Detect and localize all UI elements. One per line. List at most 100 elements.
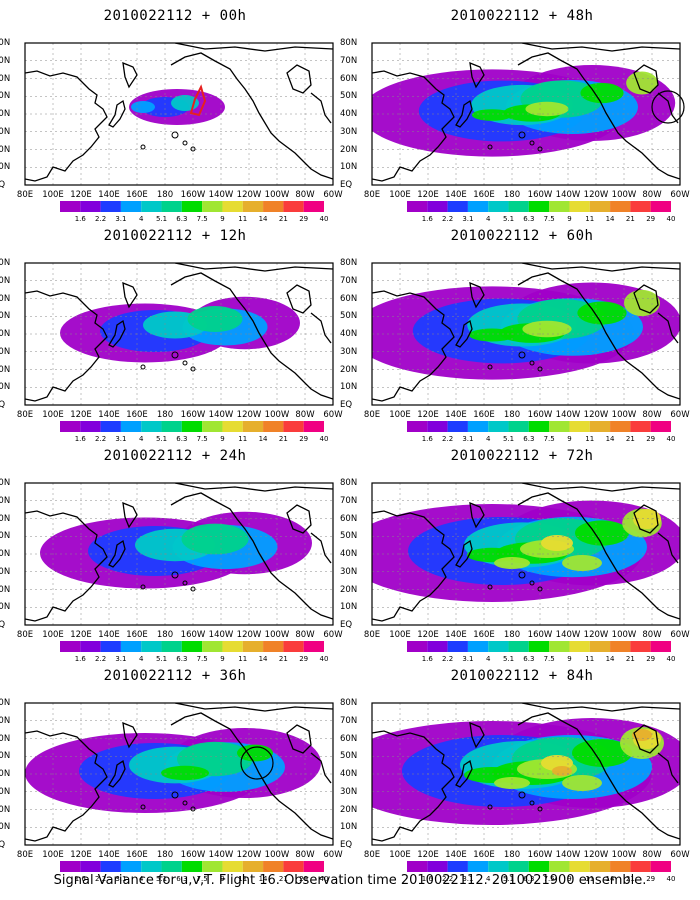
colorbar-tick-label: 4 — [485, 215, 491, 223]
colorbar-swatch — [610, 861, 631, 872]
colorbar-swatch — [161, 641, 182, 652]
lon-label: 160E — [473, 630, 495, 640]
lat-label: 10N — [340, 382, 358, 393]
colorbar-tick-label: 4 — [485, 875, 491, 883]
colorbar-swatch — [263, 201, 284, 212]
colorbar-tick-label: 11 — [585, 215, 595, 223]
colorbar-tick-label: 14 — [258, 215, 268, 223]
lat-label: 50N — [0, 751, 11, 762]
coastline — [537, 146, 543, 152]
colorbar-labels: 1.6 2.2 3.1 4 5.1 6.3 7.5 9 11 14 21 29 40 — [60, 215, 329, 225]
lon-label: 80E — [363, 850, 381, 860]
colorbar-tick-label: 1.6 — [421, 435, 433, 443]
colorbar-tick-label: 4 — [138, 435, 144, 443]
colorbar-swatch — [303, 641, 324, 652]
colorbar-swatch — [447, 201, 468, 212]
colorbar-tick-label: 2.2 — [95, 655, 107, 663]
colorbar-tick-label: 7.5 — [543, 875, 555, 883]
lat-label: 10N — [0, 822, 11, 833]
lon-label: 140W — [208, 630, 234, 640]
lon-label: 160E — [126, 410, 148, 420]
lon-label: 140W — [555, 630, 581, 640]
lat-label: 80N — [340, 38, 358, 48]
colorbar-labels: 1.6 2.2 3.1 4 5.1 6.3 7.5 9 11 14 21 29 40 — [60, 875, 329, 885]
colorbar-tick-label: 3.1 — [462, 435, 474, 443]
colorbar-swatch — [549, 201, 570, 212]
lon-label: 80W — [295, 190, 315, 200]
coastline — [372, 290, 455, 402]
coastline — [25, 510, 108, 622]
lat-label: 40N — [340, 109, 358, 119]
coastline — [108, 319, 126, 348]
colorbar-tick-label: 40 — [666, 215, 676, 223]
lat-label: EQ — [0, 620, 6, 630]
lon-label: 160E — [126, 630, 148, 640]
coastline — [657, 532, 679, 564]
colorbar-swatch — [528, 861, 550, 872]
map-frame — [24, 702, 334, 846]
map-frame — [371, 702, 681, 846]
colorbar-swatch — [181, 641, 203, 652]
colorbar-tick-label: 21 — [625, 655, 635, 663]
lon-label: 180 — [156, 630, 174, 640]
variance-contour — [562, 775, 602, 791]
colorbar-labels: 1.6 2.2 3.1 4 5.1 6.3 7.5 9 11 14 21 29 40 — [407, 875, 676, 885]
colorbar-tick-label: 14 — [605, 435, 615, 443]
variance-map — [24, 482, 334, 626]
colorbar-swatch — [222, 861, 243, 872]
map-panel: 2010022112 + 36h 80E 100E 120E 140E 160E 180 16… — [0, 668, 345, 893]
lon-label: 100W — [264, 410, 290, 420]
colorbar-swatch — [222, 421, 243, 432]
colorbar-tick-label: 5.1 — [502, 875, 515, 883]
lat-label: 70N — [340, 495, 358, 506]
variance-contour — [525, 101, 569, 117]
lon-label: 120W — [236, 850, 262, 860]
lon-label: 80E — [363, 410, 381, 420]
lat-label: 80N — [0, 478, 11, 488]
coastline — [310, 312, 332, 344]
coastline — [633, 284, 659, 314]
lat-label: 30N — [0, 786, 11, 797]
lat-label: 10N — [340, 602, 358, 613]
colorbar-swatch — [283, 861, 304, 872]
lat-label: EQ — [0, 840, 6, 850]
colorbar-tick-label: 3.1 — [115, 875, 127, 883]
colorbar-swatch — [549, 421, 570, 432]
colorbar-tick-label: 29 — [299, 655, 309, 663]
lat-label: EQ — [340, 400, 353, 410]
colorbar-tick-label: 6.3 — [176, 655, 188, 663]
coastline — [469, 721, 485, 749]
lon-label: 140E — [445, 630, 467, 640]
lon-label: 100E — [42, 630, 64, 640]
variance-map — [371, 262, 681, 406]
colorbar-swatch — [161, 421, 182, 432]
variance-map — [371, 482, 681, 626]
lon-label: 120E — [70, 850, 92, 860]
colorbar-tick-label: 3.1 — [462, 875, 474, 883]
lon-label: 60W — [323, 850, 343, 860]
lon-label: 160E — [473, 190, 495, 200]
colorbar-swatch — [467, 201, 489, 212]
colorbar-swatch — [427, 861, 448, 872]
target-circle — [240, 746, 274, 780]
coastline — [171, 571, 179, 579]
panel-title: 2010022112 + 72h — [450, 448, 594, 464]
colorbar-swatch — [447, 861, 468, 872]
lon-label: 100E — [42, 410, 64, 420]
coastline — [537, 586, 543, 592]
colorbar-swatch — [141, 421, 162, 432]
colorbar-tick-label: 9 — [567, 655, 572, 663]
colorbar-tick-label: 29 — [646, 655, 656, 663]
lat-label: 30N — [340, 126, 358, 137]
coastline — [517, 52, 680, 180]
panel-title: 2010022112 + 60h — [450, 228, 594, 244]
colorbar-tick-label: 9 — [220, 655, 225, 663]
colorbar-swatch — [181, 421, 203, 432]
lon-label: 80E — [363, 630, 381, 640]
coastline — [657, 752, 679, 784]
lon-label: 60W — [323, 630, 343, 640]
map-frame — [24, 262, 334, 406]
colorbar-swatch — [467, 421, 489, 432]
colorbar-swatch — [630, 641, 651, 652]
colorbar-tick-label: 21 — [625, 435, 635, 443]
